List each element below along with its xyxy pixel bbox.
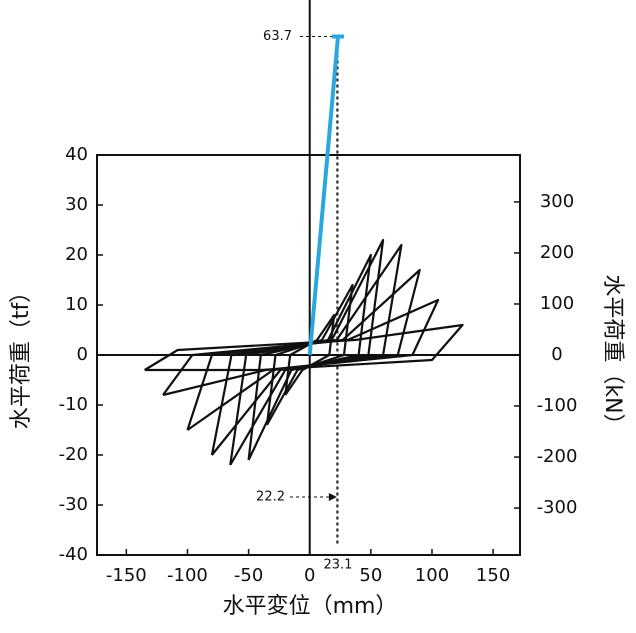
y-tick-label: -30 xyxy=(59,494,88,515)
x-annotation-label: 23.1 xyxy=(323,558,352,573)
y-tick-label: 0 xyxy=(77,344,88,365)
x-axis-label: 水平変位（mm） xyxy=(223,594,398,619)
y-tick-label: -20 xyxy=(59,444,88,465)
y2-tick-label: 300 xyxy=(540,191,574,212)
y-axis-label: 水平荷重（tf） xyxy=(9,281,34,429)
y-tick-label: 20 xyxy=(65,244,88,265)
x-tick-label: 150 xyxy=(476,565,510,586)
x-tick-label: -150 xyxy=(106,565,147,586)
x-tick-label: -50 xyxy=(234,565,263,586)
x-annotation-label: 22.2 xyxy=(256,490,285,505)
y-tick-label: 10 xyxy=(65,294,88,315)
x-tick-label: 50 xyxy=(359,565,382,586)
peak-line xyxy=(307,36,340,356)
y-tick-label: -10 xyxy=(59,394,88,415)
x-tick-label: -100 xyxy=(167,565,208,586)
y2-axis-label: 水平荷重（kN） xyxy=(600,274,625,435)
y2-tick-label: 100 xyxy=(540,293,574,314)
arrow-head xyxy=(328,493,337,501)
y2-tick-label: -100 xyxy=(537,395,578,416)
hysteresis-loop xyxy=(284,313,336,396)
hysteresis-loop xyxy=(265,283,354,426)
peak-label: 63.7 xyxy=(263,29,292,44)
hysteresis-loop xyxy=(144,323,464,372)
x-tick-label: 0 xyxy=(304,565,315,586)
y-tick-label: 40 xyxy=(65,144,88,165)
y2-tick-label: -300 xyxy=(537,497,578,518)
y2-tick-label: -200 xyxy=(537,446,578,467)
y2-tick-label: 200 xyxy=(540,242,574,263)
y-tick-label: 30 xyxy=(65,194,88,215)
x-tick-label: 100 xyxy=(415,565,449,586)
y2-tick-label: 0 xyxy=(551,344,562,365)
y-tick-label: -40 xyxy=(59,544,88,565)
